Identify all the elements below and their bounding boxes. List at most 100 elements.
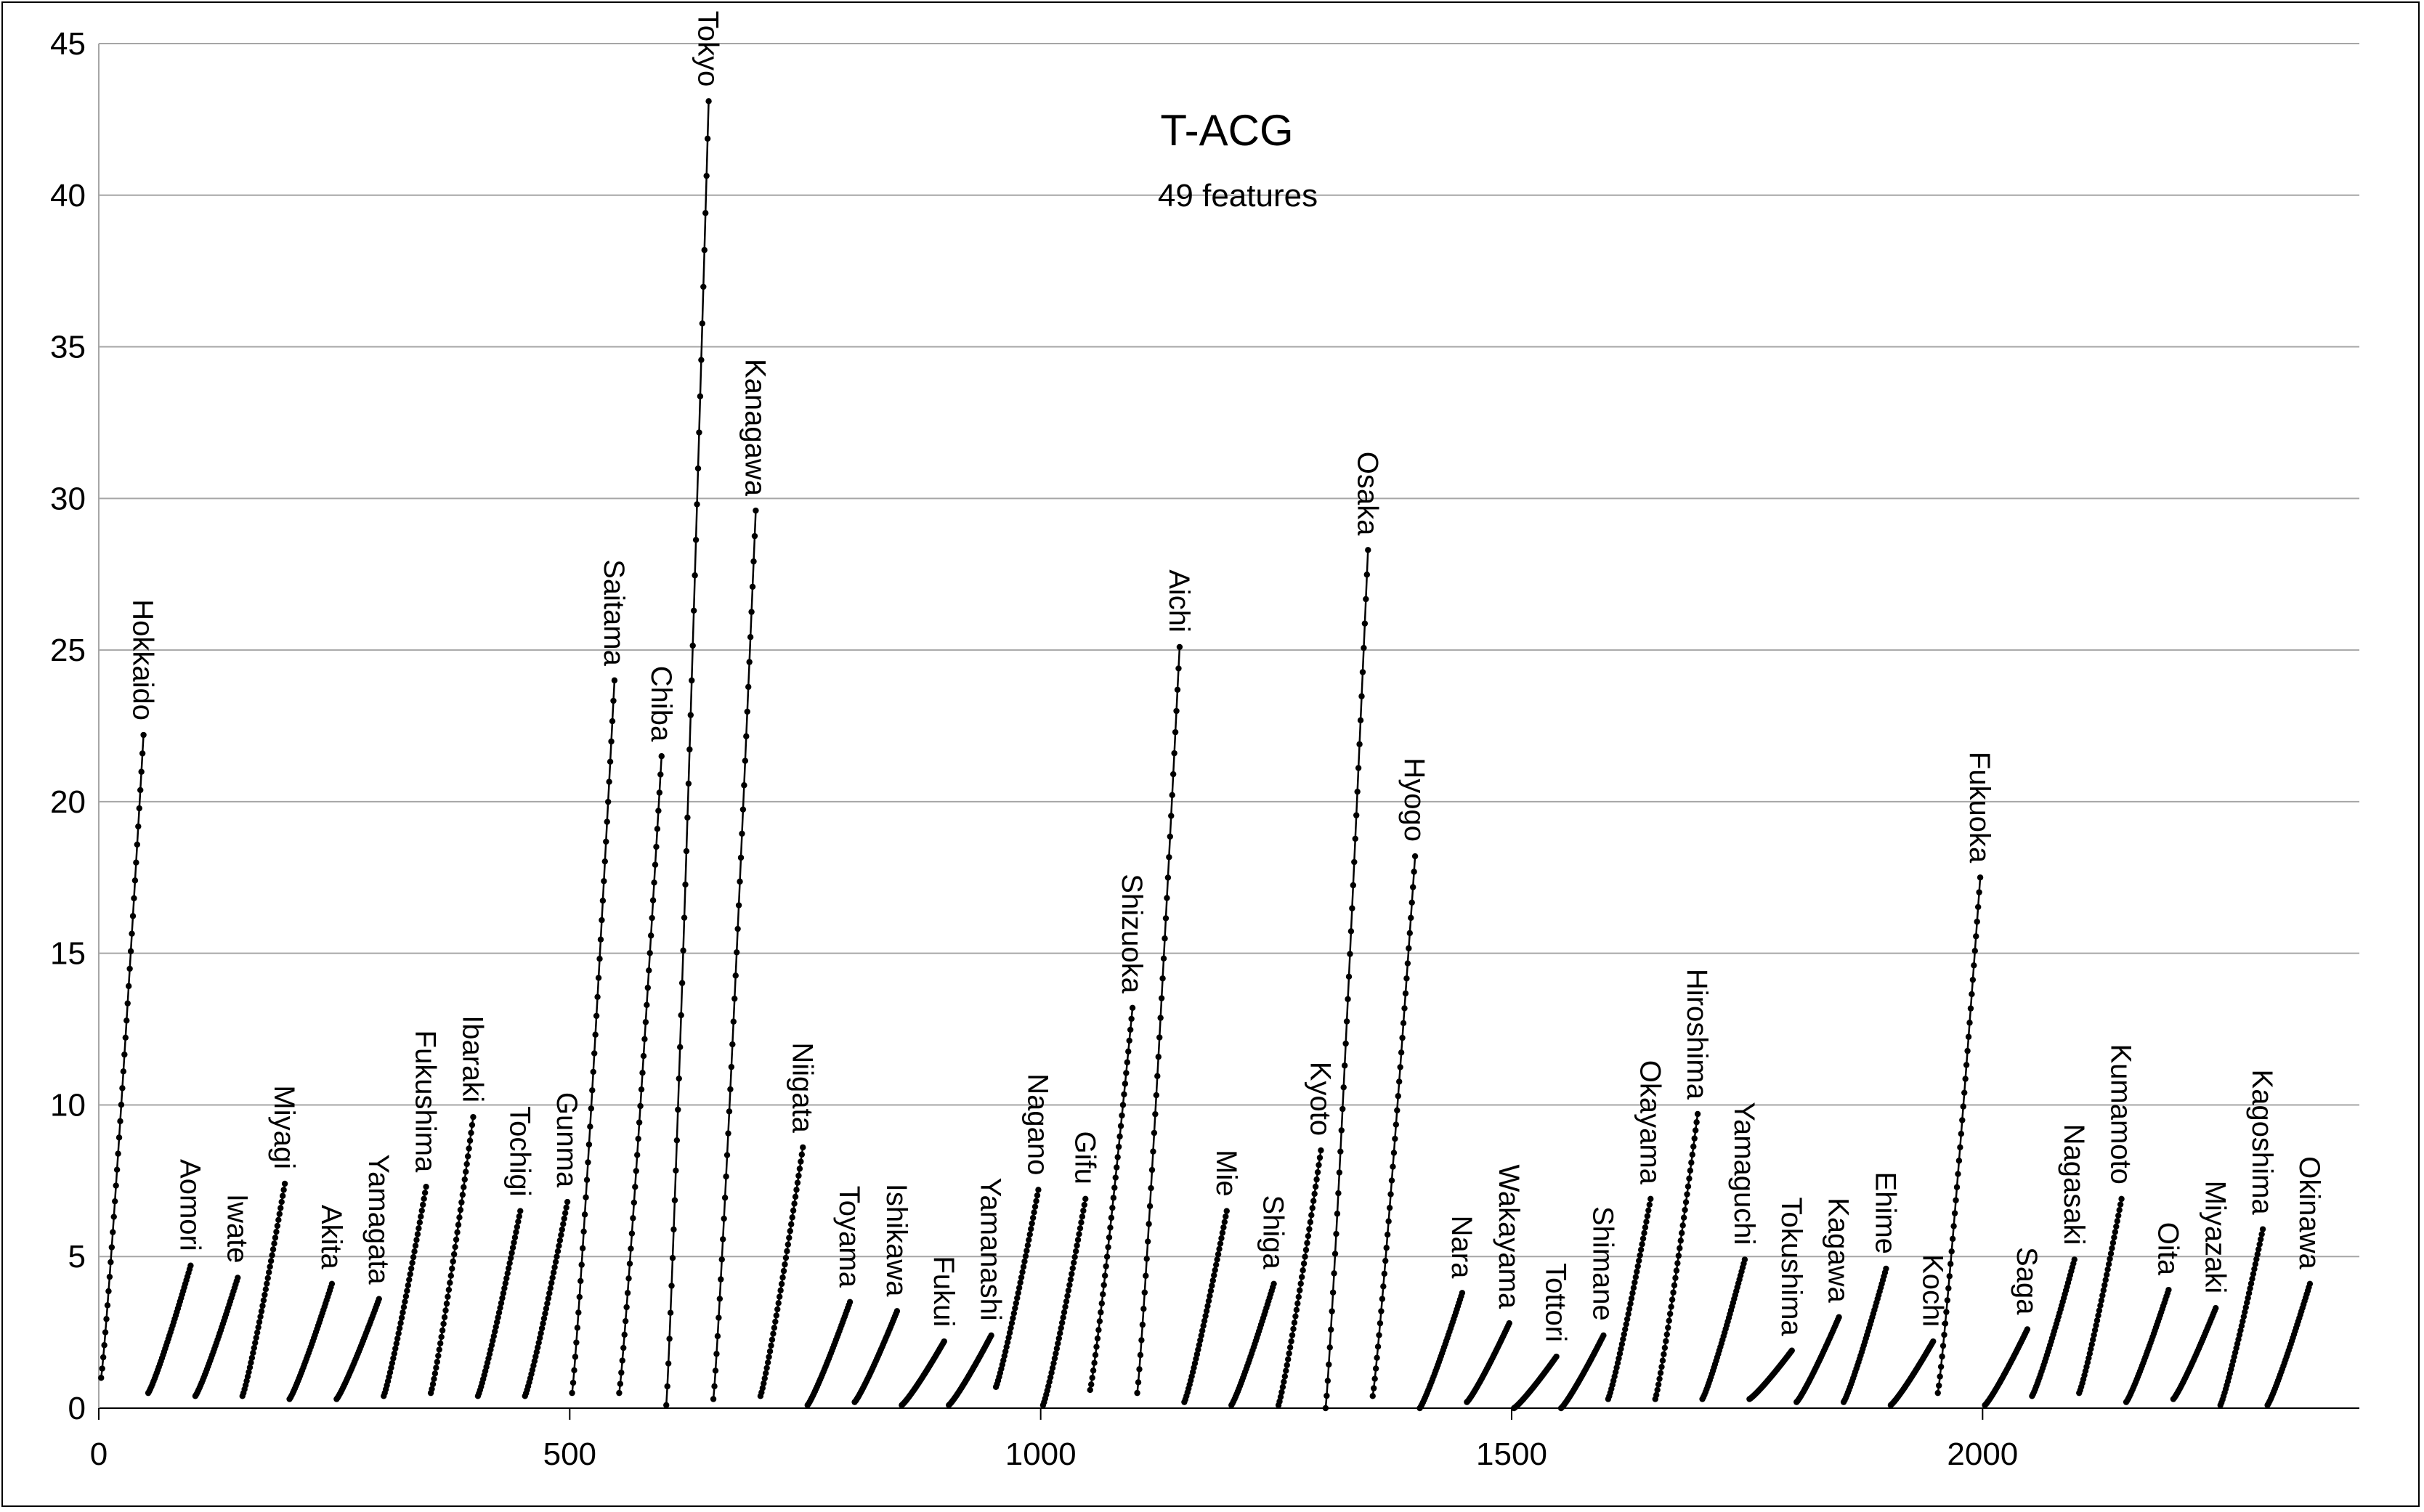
data-point bbox=[1035, 1187, 1042, 1193]
data-point bbox=[1616, 1350, 1624, 1357]
data-point bbox=[272, 1235, 279, 1241]
data-point bbox=[1169, 792, 1175, 798]
data-point bbox=[1955, 1158, 1963, 1164]
data-point bbox=[1661, 1351, 1667, 1358]
data-point bbox=[675, 1106, 681, 1113]
data-point bbox=[1087, 1386, 1093, 1394]
data-point bbox=[687, 712, 694, 718]
data-point bbox=[2254, 1251, 2261, 1258]
data-point bbox=[1090, 1367, 1097, 1374]
data-point bbox=[1337, 1148, 1344, 1155]
data-point bbox=[131, 895, 137, 902]
data-point bbox=[601, 858, 608, 865]
data-point bbox=[744, 708, 750, 715]
data-point bbox=[404, 1288, 410, 1294]
data-point bbox=[692, 537, 700, 543]
data-point bbox=[1074, 1242, 1080, 1249]
data-point bbox=[124, 1000, 131, 1007]
data-point bbox=[2306, 1280, 2314, 1288]
data-point bbox=[729, 1041, 736, 1048]
data-point bbox=[1127, 1026, 1134, 1033]
data-point bbox=[703, 172, 710, 179]
data-point bbox=[1310, 1198, 1317, 1204]
data-point bbox=[774, 1306, 781, 1313]
series-fukushima bbox=[381, 1183, 429, 1399]
data-point bbox=[2240, 1313, 2247, 1320]
data-point bbox=[771, 1325, 778, 1331]
data-point bbox=[742, 757, 749, 764]
data-point bbox=[716, 1296, 723, 1302]
data-point bbox=[443, 1300, 450, 1307]
data-point bbox=[664, 1383, 670, 1390]
data-point bbox=[1173, 707, 1180, 715]
data-point bbox=[798, 1151, 805, 1158]
series-gifu bbox=[1039, 1195, 1089, 1409]
data-point bbox=[591, 1050, 598, 1057]
data-point bbox=[743, 733, 750, 740]
data-point bbox=[447, 1272, 454, 1279]
data-point bbox=[513, 1229, 519, 1235]
series-yamaguchi bbox=[1699, 1256, 1748, 1402]
data-point bbox=[431, 1375, 437, 1382]
data-point bbox=[2095, 1312, 2101, 1319]
data-point bbox=[1947, 1261, 1954, 1267]
data-point bbox=[1307, 1219, 1314, 1226]
data-point bbox=[682, 881, 689, 888]
data-point bbox=[1677, 1237, 1684, 1244]
series-aichi bbox=[1134, 643, 1183, 1397]
data-point bbox=[1329, 1289, 1337, 1296]
data-point bbox=[2093, 1317, 2101, 1324]
data-point bbox=[988, 1332, 994, 1338]
data-point bbox=[1302, 1253, 1308, 1260]
data-point bbox=[713, 1351, 720, 1357]
data-point bbox=[1679, 1229, 1685, 1237]
series-label: Fukushima bbox=[410, 1031, 442, 1173]
data-point bbox=[543, 1305, 550, 1312]
data-point bbox=[515, 1218, 522, 1225]
data-point bbox=[780, 1267, 787, 1275]
data-point bbox=[1277, 1394, 1284, 1400]
data-point bbox=[775, 1300, 782, 1306]
series-shimane bbox=[1557, 1332, 1607, 1412]
data-point bbox=[1171, 749, 1177, 757]
data-point bbox=[1150, 1148, 1156, 1155]
series-ehime bbox=[1840, 1265, 1889, 1405]
series-label: Nagano bbox=[1021, 1073, 1053, 1175]
series-label: Shizuoka bbox=[1116, 874, 1148, 993]
data-point bbox=[610, 697, 617, 704]
data-point bbox=[406, 1276, 413, 1283]
data-point bbox=[1286, 1344, 1294, 1351]
data-point bbox=[2091, 1327, 2099, 1333]
data-point bbox=[705, 98, 712, 105]
y-tick-label: 10 bbox=[50, 1087, 86, 1123]
data-point bbox=[2088, 1346, 2094, 1352]
data-point bbox=[2237, 1327, 2244, 1334]
data-point bbox=[1209, 1283, 1215, 1289]
data-point bbox=[583, 1194, 589, 1200]
data-point bbox=[129, 930, 135, 937]
series-okinawa bbox=[2264, 1280, 2314, 1409]
data-point bbox=[1955, 1171, 1961, 1177]
data-point bbox=[500, 1290, 507, 1296]
data-point bbox=[470, 1113, 477, 1121]
data-point bbox=[789, 1214, 795, 1221]
data-point bbox=[1016, 1285, 1023, 1291]
data-point bbox=[255, 1324, 262, 1330]
data-point bbox=[397, 1320, 404, 1327]
data-point bbox=[1281, 1378, 1287, 1385]
data-point bbox=[1115, 1143, 1122, 1150]
data-point bbox=[445, 1293, 451, 1300]
data-point bbox=[376, 1296, 382, 1302]
data-point bbox=[741, 782, 747, 789]
data-point bbox=[1302, 1246, 1310, 1253]
data-point bbox=[1969, 976, 1977, 983]
data-point bbox=[1202, 1312, 1209, 1320]
series-toyama bbox=[804, 1298, 854, 1409]
data-point bbox=[739, 830, 745, 837]
data-point bbox=[1139, 1321, 1146, 1328]
data-point bbox=[673, 1137, 681, 1144]
data-point bbox=[466, 1145, 472, 1152]
data-point bbox=[108, 1244, 115, 1251]
y-tick-label: 35 bbox=[50, 330, 86, 365]
data-point bbox=[262, 1286, 269, 1293]
